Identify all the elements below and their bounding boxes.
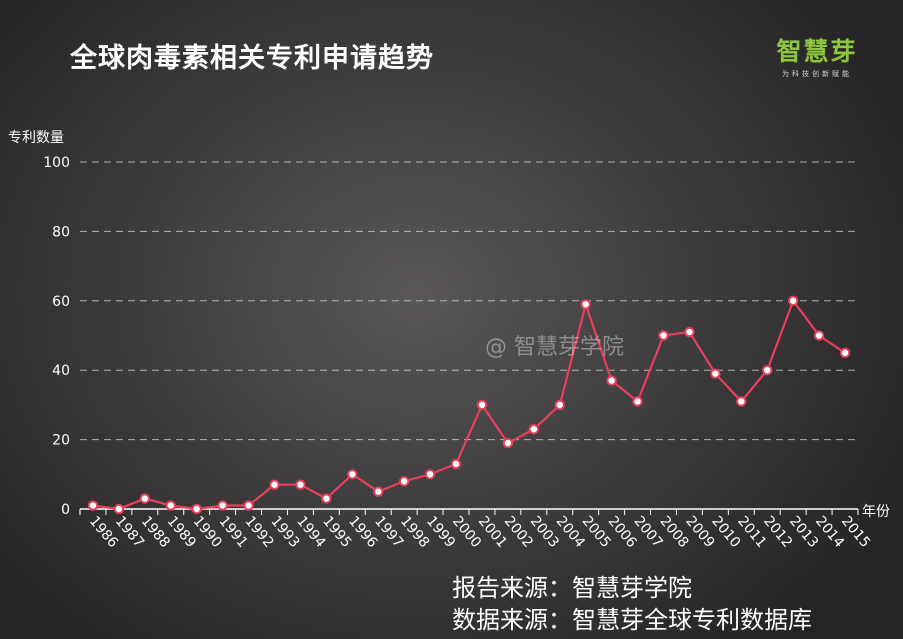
data-point xyxy=(450,458,462,470)
x-tick-label: 1993 xyxy=(267,513,302,551)
data-point xyxy=(658,330,669,341)
x-tick-label: 1988 xyxy=(138,513,173,551)
x-tick-label: 2009 xyxy=(682,513,717,551)
x-tick-label: 2001 xyxy=(475,513,510,551)
y-tick-label: 20 xyxy=(52,433,70,449)
data-point xyxy=(502,437,514,449)
data-point xyxy=(321,493,332,504)
y-axis-label: 专利数量 xyxy=(8,130,64,146)
data-point xyxy=(191,503,202,515)
data-point xyxy=(528,423,540,435)
x-tick-label: 2013 xyxy=(786,513,821,551)
data-point xyxy=(243,500,254,511)
data-point xyxy=(347,469,358,480)
x-tick-label: 2008 xyxy=(656,513,691,551)
data-point xyxy=(632,396,643,407)
data-point xyxy=(373,486,384,497)
x-tick-label: 1992 xyxy=(242,513,277,551)
data-point xyxy=(113,503,125,515)
watermark: @ 智慧芽学院 xyxy=(485,335,624,360)
data-point xyxy=(554,399,565,411)
y-tick-label: 80 xyxy=(52,224,70,240)
x-tick-label: 2005 xyxy=(579,513,614,551)
logo-tagline: 为科技创新赋能 xyxy=(782,70,852,78)
data-point xyxy=(295,479,306,490)
x-tick-label: 1991 xyxy=(216,513,251,551)
data-point xyxy=(684,326,695,338)
data-point xyxy=(606,375,617,386)
data-point xyxy=(476,399,488,411)
y-tick-label: 40 xyxy=(52,363,70,379)
x-tick-label: 1995 xyxy=(319,513,354,551)
x-tick-label: 2007 xyxy=(631,513,666,551)
x-tick-label: 2003 xyxy=(527,513,562,551)
report-source-note: 报告来源：智慧芽学院 xyxy=(452,574,692,602)
y-tick-label: 0 xyxy=(61,502,70,518)
data-point xyxy=(269,479,280,490)
series-line xyxy=(92,299,846,511)
data-source-note: 数据来源：智慧芽全球专利数据库 xyxy=(452,606,812,634)
data-point xyxy=(398,476,410,487)
y-tick-label: 60 xyxy=(52,294,70,310)
x-tick-label: 2010 xyxy=(708,513,743,551)
data-point xyxy=(813,330,825,341)
data-point xyxy=(424,469,436,480)
x-tick-label: 2011 xyxy=(734,513,769,551)
data-point xyxy=(787,295,799,306)
data-point xyxy=(165,500,176,511)
x-axis-label: 年份 xyxy=(862,504,890,520)
x-tick-label: 1990 xyxy=(190,513,225,551)
x-tick-label: 2015 xyxy=(838,513,873,551)
data-point xyxy=(580,299,591,310)
x-tick-label: 2000 xyxy=(449,513,484,551)
data-point xyxy=(139,493,151,504)
data-point xyxy=(217,500,228,511)
data-point xyxy=(710,368,721,379)
x-tick-label: 1989 xyxy=(164,513,199,551)
logo-name: 智慧芽 xyxy=(776,37,858,66)
data-point xyxy=(839,347,851,359)
y-tick-label: 100 xyxy=(43,155,70,171)
data-point xyxy=(87,500,99,511)
data-point xyxy=(736,396,747,407)
brand-logo: 智慧芽 为科技创新赋能 xyxy=(772,32,862,79)
x-tick-label: 1999 xyxy=(423,513,458,551)
x-tick-label: 1998 xyxy=(397,513,432,551)
x-tick-label: 2002 xyxy=(501,513,536,551)
x-tick-label: 1997 xyxy=(371,513,406,551)
chart-title: 全球肉毒素相关专利申请趋势 xyxy=(70,43,434,74)
x-tick-label: 2012 xyxy=(760,513,795,551)
data-point xyxy=(762,365,773,376)
x-tick-label: 1987 xyxy=(112,513,147,551)
